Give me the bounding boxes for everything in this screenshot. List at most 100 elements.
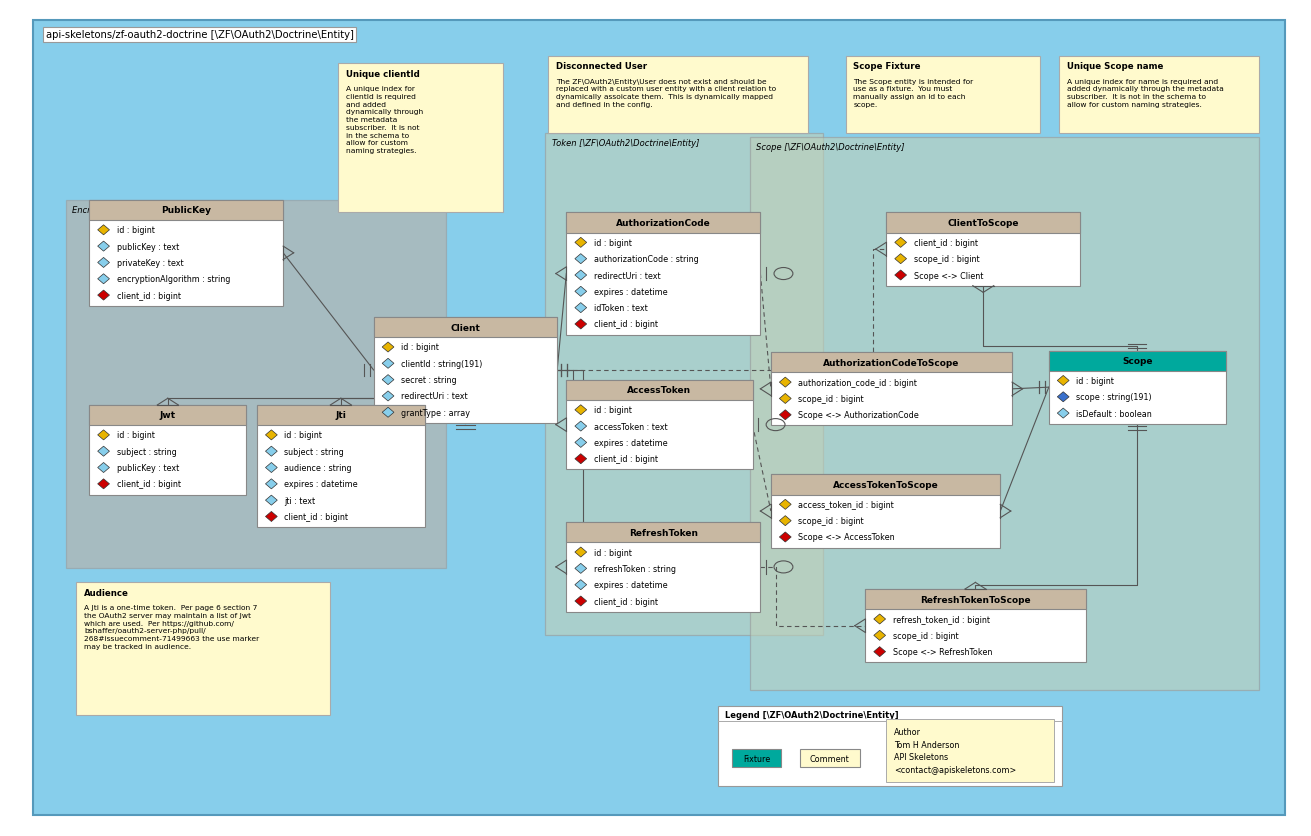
Polygon shape bbox=[97, 463, 109, 473]
FancyBboxPatch shape bbox=[886, 719, 1054, 782]
Polygon shape bbox=[873, 630, 885, 640]
Text: authorizationCode : string: authorizationCode : string bbox=[594, 255, 699, 264]
Text: redirectUri : text: redirectUri : text bbox=[401, 392, 468, 401]
Text: id : bigint: id : bigint bbox=[1076, 376, 1114, 385]
FancyBboxPatch shape bbox=[89, 405, 246, 426]
Text: client_id : bigint: client_id : bigint bbox=[594, 455, 658, 464]
FancyBboxPatch shape bbox=[374, 318, 557, 423]
Polygon shape bbox=[779, 410, 791, 421]
Text: A unique index for name is required and
added dynamically through the metadata
s: A unique index for name is required and … bbox=[1067, 79, 1224, 108]
Polygon shape bbox=[574, 580, 586, 590]
Text: redirectUri : text: redirectUri : text bbox=[594, 271, 661, 280]
Polygon shape bbox=[894, 254, 906, 264]
Text: A unique index for
clientId is required
and added
dynamically through
the metada: A unique index for clientId is required … bbox=[346, 86, 423, 154]
Text: scope_id : bigint: scope_id : bigint bbox=[914, 255, 979, 264]
FancyBboxPatch shape bbox=[66, 201, 446, 568]
Text: privateKey : text: privateKey : text bbox=[117, 258, 184, 268]
FancyBboxPatch shape bbox=[886, 213, 1080, 233]
FancyBboxPatch shape bbox=[865, 589, 1086, 609]
Polygon shape bbox=[265, 512, 278, 522]
Text: audience : string: audience : string bbox=[284, 463, 351, 472]
Polygon shape bbox=[97, 431, 109, 441]
FancyBboxPatch shape bbox=[566, 522, 760, 543]
Text: AuthorizationCode: AuthorizationCode bbox=[616, 219, 711, 227]
Polygon shape bbox=[265, 496, 278, 506]
Polygon shape bbox=[1058, 376, 1068, 386]
FancyBboxPatch shape bbox=[33, 21, 1285, 815]
Text: The Scope entity is intended for
use as a fixture.  You must
manually assign an : The Scope entity is intended for use as … bbox=[853, 79, 974, 108]
Text: id : bigint: id : bigint bbox=[117, 226, 155, 235]
Text: accessToken : text: accessToken : text bbox=[594, 422, 667, 431]
FancyBboxPatch shape bbox=[771, 353, 1012, 373]
Text: secret : string: secret : string bbox=[401, 375, 456, 385]
Text: api-skeletons/zf-oauth2-doctrine [\ZF\OAuth2\Doctrine\Entity]: api-skeletons/zf-oauth2-doctrine [\ZF\OA… bbox=[46, 30, 354, 40]
Text: Unique clientId: Unique clientId bbox=[346, 70, 420, 79]
FancyBboxPatch shape bbox=[89, 405, 246, 495]
Text: Client: Client bbox=[451, 324, 480, 332]
Text: subject : string: subject : string bbox=[284, 447, 345, 456]
FancyBboxPatch shape bbox=[89, 201, 283, 221]
FancyBboxPatch shape bbox=[732, 749, 781, 767]
FancyBboxPatch shape bbox=[257, 405, 425, 426]
Text: AuthorizationCodeToScope: AuthorizationCodeToScope bbox=[823, 359, 960, 367]
Text: client_id : bigint: client_id : bigint bbox=[594, 597, 658, 606]
Polygon shape bbox=[574, 596, 586, 606]
FancyBboxPatch shape bbox=[846, 57, 1040, 134]
FancyBboxPatch shape bbox=[257, 405, 425, 528]
Polygon shape bbox=[574, 238, 586, 248]
Text: expires : datetime: expires : datetime bbox=[284, 480, 358, 489]
Text: id : bigint: id : bigint bbox=[594, 238, 632, 247]
FancyBboxPatch shape bbox=[771, 475, 1000, 495]
Polygon shape bbox=[574, 303, 586, 314]
Text: expires : datetime: expires : datetime bbox=[594, 288, 667, 297]
Text: Scope <-> AuthorizationCode: Scope <-> AuthorizationCode bbox=[798, 410, 919, 420]
Text: client_id : bigint: client_id : bigint bbox=[594, 320, 658, 329]
Text: Scope <-> RefreshToken: Scope <-> RefreshToken bbox=[893, 647, 992, 656]
Text: idToken : text: idToken : text bbox=[594, 303, 648, 313]
Text: Unique Scope name: Unique Scope name bbox=[1067, 63, 1164, 71]
Text: scope_id : bigint: scope_id : bigint bbox=[798, 395, 864, 404]
Text: grantType : array: grantType : array bbox=[401, 408, 471, 417]
Polygon shape bbox=[574, 548, 586, 558]
Polygon shape bbox=[383, 343, 393, 353]
Text: A Jti is a one-time token.  Per page 6 section 7
the OAuth2 server may maintain : A Jti is a one-time token. Per page 6 se… bbox=[84, 604, 260, 649]
Text: id : bigint: id : bigint bbox=[117, 431, 155, 440]
Polygon shape bbox=[779, 516, 791, 526]
Polygon shape bbox=[574, 319, 586, 329]
FancyBboxPatch shape bbox=[545, 134, 823, 635]
FancyBboxPatch shape bbox=[750, 138, 1259, 690]
Polygon shape bbox=[779, 533, 791, 543]
Text: Author
Tom H Anderson
API Skeletons
<contact@apiskeletons.com>: Author Tom H Anderson API Skeletons <con… bbox=[894, 727, 1016, 774]
Polygon shape bbox=[97, 446, 109, 456]
FancyBboxPatch shape bbox=[566, 380, 753, 470]
Text: RefreshToken: RefreshToken bbox=[629, 528, 697, 537]
Polygon shape bbox=[97, 291, 109, 301]
Text: publicKey : text: publicKey : text bbox=[117, 463, 178, 472]
Text: Scope: Scope bbox=[1122, 357, 1152, 365]
Polygon shape bbox=[97, 226, 109, 236]
Polygon shape bbox=[873, 614, 885, 624]
Text: The ZF\OAuth2\Entity\User does not exist and should be
replaced with a custom us: The ZF\OAuth2\Entity\User does not exist… bbox=[556, 79, 776, 108]
Text: AccessToken: AccessToken bbox=[628, 386, 691, 395]
Polygon shape bbox=[265, 479, 278, 489]
Polygon shape bbox=[265, 446, 278, 456]
Polygon shape bbox=[574, 271, 586, 281]
FancyBboxPatch shape bbox=[771, 353, 1012, 426]
FancyBboxPatch shape bbox=[338, 64, 503, 213]
Text: refreshToken : string: refreshToken : string bbox=[594, 564, 676, 573]
Text: client_id : bigint: client_id : bigint bbox=[914, 238, 978, 247]
Text: encryptionAlgorithm : string: encryptionAlgorithm : string bbox=[117, 275, 229, 284]
FancyBboxPatch shape bbox=[548, 57, 808, 134]
Polygon shape bbox=[574, 563, 586, 573]
FancyBboxPatch shape bbox=[1049, 351, 1226, 425]
FancyBboxPatch shape bbox=[886, 213, 1080, 286]
Polygon shape bbox=[574, 438, 586, 448]
Text: refresh_token_id : bigint: refresh_token_id : bigint bbox=[893, 614, 990, 624]
Text: access_token_id : bigint: access_token_id : bigint bbox=[798, 500, 894, 509]
FancyBboxPatch shape bbox=[771, 475, 1000, 548]
Polygon shape bbox=[574, 405, 586, 415]
Polygon shape bbox=[574, 287, 586, 297]
Text: Jti: Jti bbox=[336, 411, 346, 420]
Polygon shape bbox=[1058, 392, 1068, 402]
Polygon shape bbox=[574, 454, 586, 464]
